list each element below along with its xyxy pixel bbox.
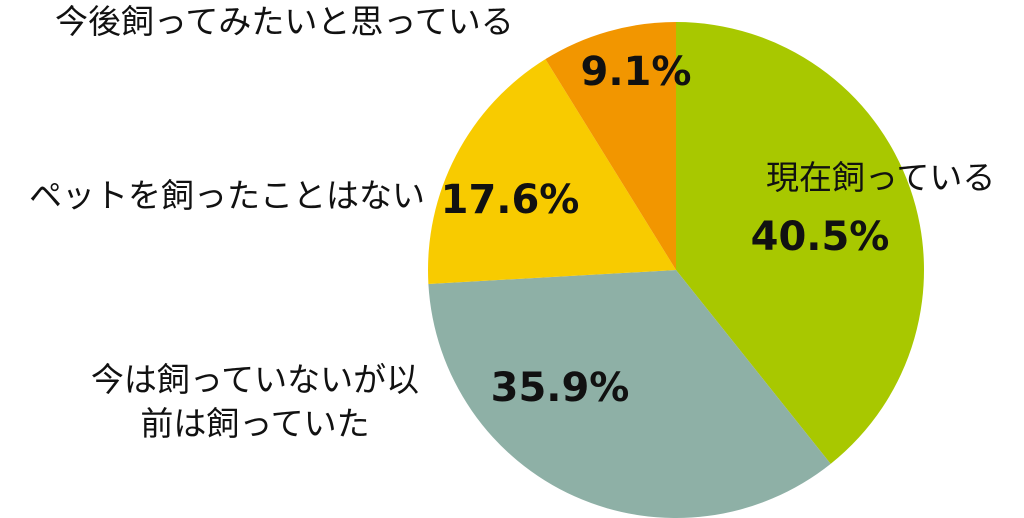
category-label: 今後飼ってみたいと思っている xyxy=(55,2,514,41)
value-label: 40.5% xyxy=(750,214,890,260)
pie-slice xyxy=(428,270,831,518)
category-label: ペットを飼ったことはない xyxy=(29,176,425,215)
value-label: 9.1% xyxy=(580,49,692,95)
value-label: 17.6% xyxy=(440,177,580,223)
pie-slice xyxy=(545,22,676,270)
pie-slice xyxy=(676,22,924,464)
category-label: 今は飼っていないが以前は飼っていた xyxy=(90,360,420,443)
pie-slice xyxy=(428,59,676,284)
category-label: 現在飼っている xyxy=(766,158,996,197)
value-label: 35.9% xyxy=(490,365,630,411)
